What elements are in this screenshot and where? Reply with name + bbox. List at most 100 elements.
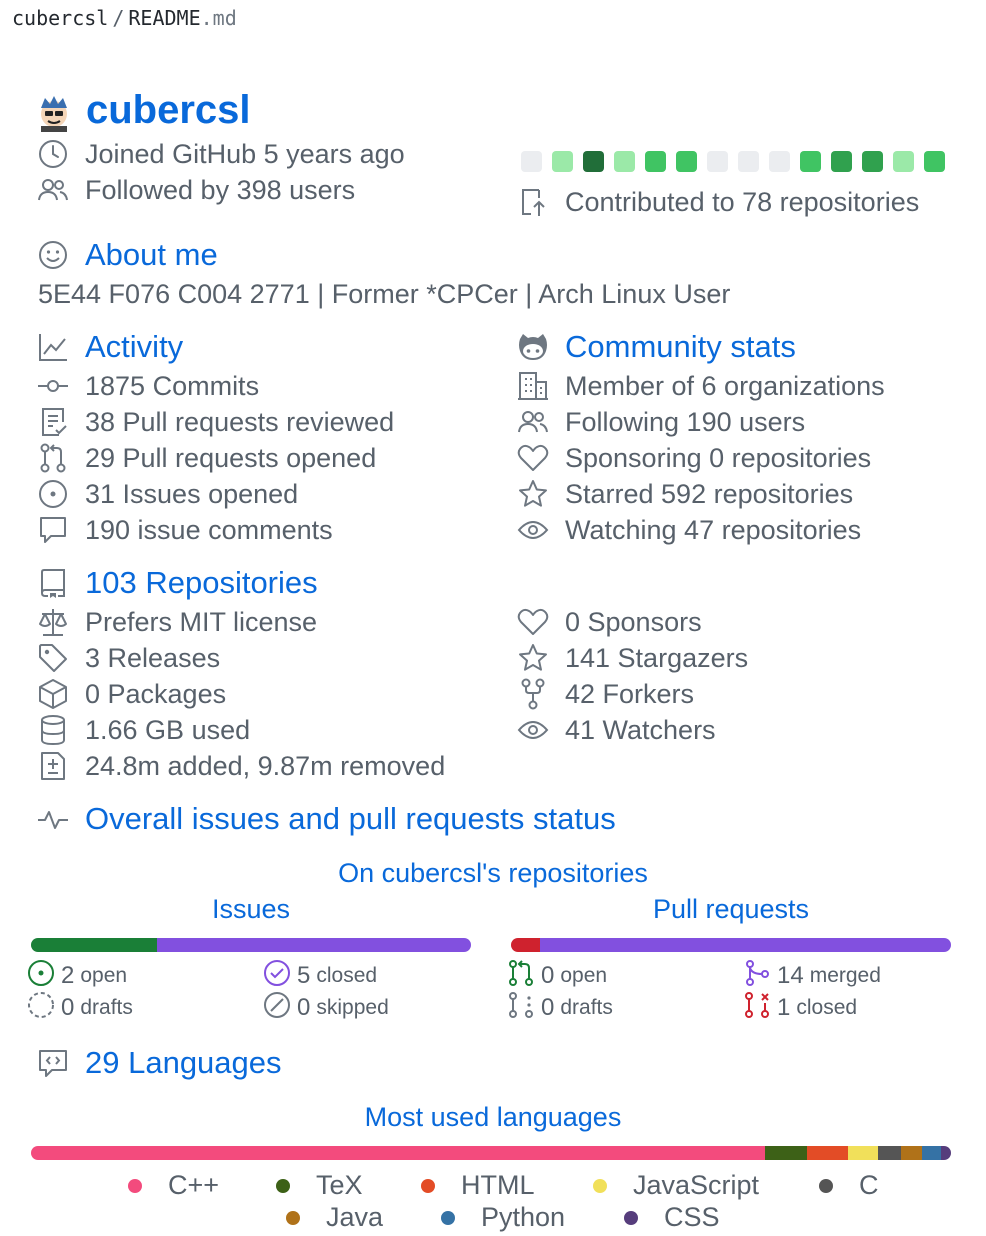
languages-bar [31, 1146, 951, 1160]
legend-item: CSS [624, 1202, 720, 1233]
file-diff-icon [35, 748, 71, 784]
legend-item: Python [441, 1202, 565, 1233]
repo-item-label: 3 Releases [85, 642, 221, 673]
repo-item: 141 Stargazers [515, 640, 748, 676]
pulls-open-count: 0 [541, 962, 555, 989]
activity-item: 38 Pull requests reviewed [35, 404, 394, 440]
pulls-merged-label: merged [809, 964, 881, 987]
issues-drafts-label: drafts [80, 996, 133, 1019]
legend-label: C [859, 1170, 879, 1200]
repo-item-label: 141 Stargazers [565, 642, 749, 673]
repo-item-label: 41 Watchers [565, 714, 716, 745]
comment-icon [35, 512, 71, 548]
pulls-closed-segment [511, 938, 541, 952]
repo-item: 42 Forkers [515, 676, 694, 712]
calendar-day [800, 151, 821, 172]
pulls-merged-stat: 14 merged [743, 960, 881, 990]
legend-label: Java [326, 1202, 384, 1232]
legend-item: C [819, 1170, 879, 1201]
pulls-open-stat: 0 open [507, 960, 608, 990]
pulls-closed-stat: 1 closed [743, 991, 857, 1025]
issues-open-label: open [80, 964, 128, 987]
overall-heading-row: Overall issues and pull requests status [35, 801, 616, 837]
legend-dot [286, 1210, 300, 1225]
legend-item: Java [286, 1202, 383, 1233]
issues-closed-segment [156, 938, 471, 952]
calendar-day [552, 151, 573, 172]
issues-closed-label: closed [316, 964, 378, 987]
profile-username[interactable]: cubercsl [86, 88, 251, 132]
community-item-label: Member of 6 organizations [565, 370, 885, 401]
about-heading: About me [85, 237, 218, 272]
community-item-label: Following 190 users [565, 406, 806, 437]
issues-drafts-stat: 0 drafts [27, 992, 133, 1022]
repo-icon [35, 565, 71, 601]
issues-skipped-label: skipped [316, 996, 389, 1019]
breadcrumb-file-base[interactable]: README [128, 6, 201, 30]
repo-item: 0 Sponsors [515, 604, 702, 640]
community-heading-row: Community stats [515, 329, 796, 365]
repo-item-label: 42 Forkers [565, 678, 695, 709]
community-heading: Community stats [565, 329, 796, 364]
activity-item-label: 38 Pull requests reviewed [85, 406, 395, 437]
language-segment-tex [765, 1146, 808, 1160]
languages-heading: 29 Languages [85, 1045, 282, 1080]
calendar-day [583, 151, 604, 172]
git-pull-request-closed-icon [743, 991, 771, 1025]
breadcrumb-file-ext: .md [200, 6, 237, 30]
repo-item-label: 0 Packages [85, 678, 227, 709]
smiley-icon [35, 237, 71, 273]
calendar-day [645, 151, 666, 172]
breadcrumb-owner[interactable]: cubercsl [12, 6, 109, 30]
graph-icon [35, 329, 71, 365]
community-item: Starred 592 repositories [515, 476, 853, 512]
repo-push-icon [515, 184, 551, 220]
repo-item-label: 0 Sponsors [565, 606, 702, 637]
avatar [35, 94, 73, 132]
calendar-day [614, 151, 635, 172]
repo-item-label: 1.66 GB used [85, 714, 251, 745]
eye-icon [515, 712, 551, 748]
issues-open-stat: 2 open [27, 960, 128, 990]
legend-label: Python [481, 1202, 566, 1232]
overall-heading: Overall issues and pull requests status [85, 801, 616, 836]
legend-dot [128, 1178, 142, 1193]
contributed-row: Contributed to 78 repositories [515, 184, 919, 220]
language-segment-python [921, 1146, 941, 1160]
database-icon [35, 712, 71, 748]
calendar-day [769, 151, 790, 172]
repo-item-label: Prefers MIT license [85, 606, 318, 637]
legend-dot [819, 1178, 833, 1193]
joined-text: Joined GitHub 5 years ago [85, 138, 405, 169]
activity-heading: Activity [85, 329, 184, 364]
legend-dot [441, 1210, 455, 1225]
issues-title: Issues [211, 894, 291, 924]
heart-icon [515, 604, 551, 640]
languages-heading-row: 29 Languages [35, 1045, 282, 1081]
organization-icon [515, 368, 551, 404]
legend-dot [421, 1178, 435, 1193]
pulse-icon [35, 801, 71, 837]
overall-subtitle: On cubercsl's repositories [338, 858, 648, 888]
repo-item-label: 24.8m added, 9.87m removed [85, 750, 446, 781]
calendar-day [707, 151, 728, 172]
activity-item: 190 issue comments [35, 512, 333, 548]
activity-item: 29 Pull requests opened [35, 440, 376, 476]
language-segment-javascript [847, 1146, 879, 1160]
issues-closed-stat: 5 closed [263, 960, 378, 990]
community-item-label: Sponsoring 0 repositories [565, 442, 872, 473]
language-segment-c [878, 1146, 902, 1160]
language-segment-css [940, 1146, 951, 1160]
language-segment-html [807, 1146, 848, 1160]
contribution-calendar [521, 151, 945, 172]
pulls-merged-count: 14 [777, 962, 804, 989]
community-item: Sponsoring 0 repositories [515, 440, 871, 476]
contributed-text: Contributed to 78 repositories [565, 186, 920, 217]
language-segment-java [901, 1146, 922, 1160]
people-icon [35, 172, 71, 208]
repositories-heading[interactable]: 103 Repositories [85, 565, 318, 600]
tag-icon [35, 640, 71, 676]
pulls-open-label: open [560, 964, 608, 987]
git-pull-request-icon [35, 440, 71, 476]
calendar-day [738, 151, 759, 172]
